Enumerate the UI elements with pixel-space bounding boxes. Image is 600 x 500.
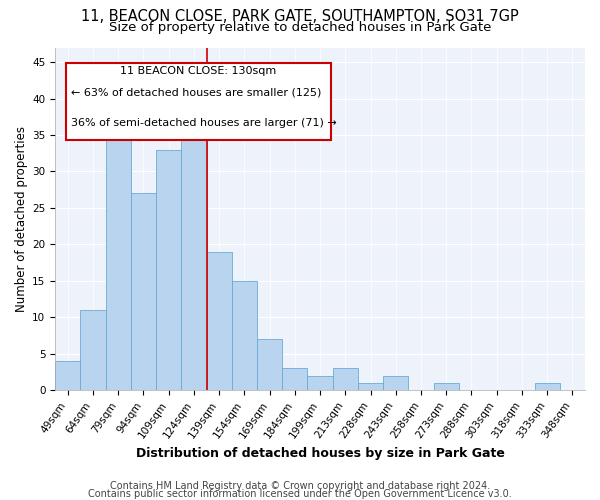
Text: Contains HM Land Registry data © Crown copyright and database right 2024.: Contains HM Land Registry data © Crown c…	[110, 481, 490, 491]
Text: Size of property relative to detached houses in Park Gate: Size of property relative to detached ho…	[109, 21, 491, 34]
Bar	[282, 368, 307, 390]
Y-axis label: Number of detached properties: Number of detached properties	[15, 126, 28, 312]
Bar	[535, 383, 560, 390]
Bar	[55, 361, 80, 390]
Bar	[156, 150, 181, 390]
X-axis label: Distribution of detached houses by size in Park Gate: Distribution of detached houses by size …	[136, 447, 505, 460]
Bar	[307, 376, 332, 390]
Bar	[106, 135, 131, 390]
Bar	[332, 368, 358, 390]
Bar	[358, 383, 383, 390]
Bar	[80, 310, 106, 390]
FancyBboxPatch shape	[66, 63, 331, 140]
Text: 36% of semi-detached houses are larger (71) →: 36% of semi-detached houses are larger (…	[71, 118, 337, 128]
Text: ← 63% of detached houses are smaller (125): ← 63% of detached houses are smaller (12…	[71, 87, 322, 97]
Bar	[257, 339, 282, 390]
Text: 11, BEACON CLOSE, PARK GATE, SOUTHAMPTON, SO31 7GP: 11, BEACON CLOSE, PARK GATE, SOUTHAMPTON…	[81, 9, 519, 24]
Bar	[434, 383, 459, 390]
Bar	[383, 376, 409, 390]
Bar	[131, 194, 156, 390]
Text: 11 BEACON CLOSE: 130sqm: 11 BEACON CLOSE: 130sqm	[120, 66, 277, 76]
Bar	[232, 281, 257, 390]
Text: Contains public sector information licensed under the Open Government Licence v3: Contains public sector information licen…	[88, 489, 512, 499]
Bar	[181, 128, 206, 390]
Bar	[206, 252, 232, 390]
